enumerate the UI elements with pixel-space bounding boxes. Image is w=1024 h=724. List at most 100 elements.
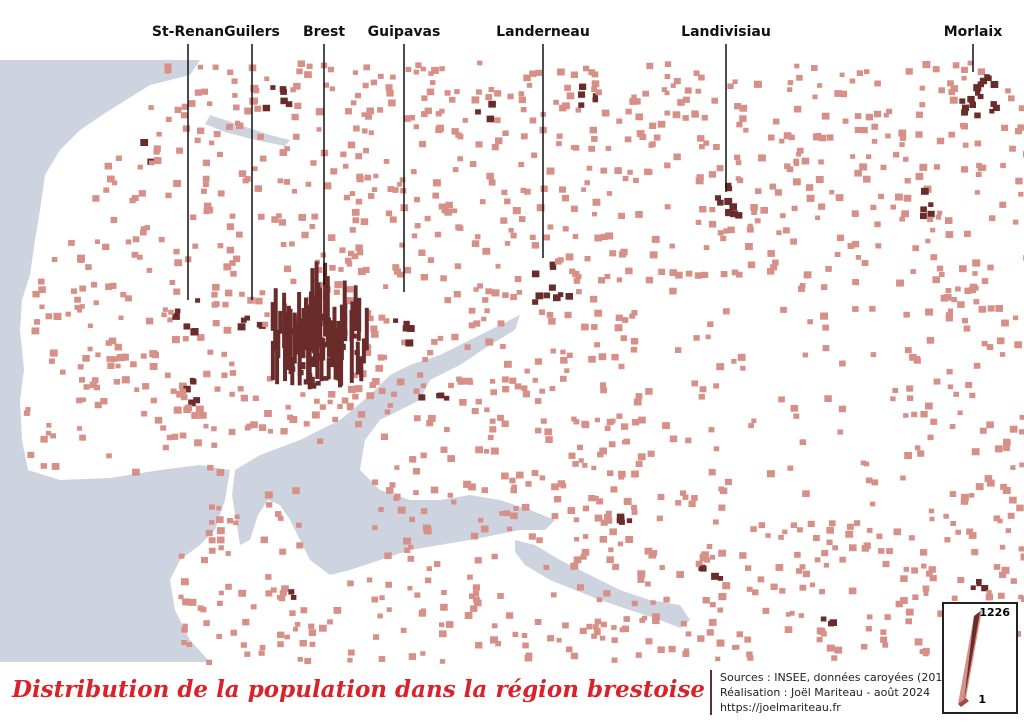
population-cell xyxy=(347,141,356,149)
population-cell xyxy=(40,435,48,443)
population-cell xyxy=(847,523,854,530)
population-cell xyxy=(751,209,758,215)
population-cell xyxy=(223,263,232,271)
population-cell xyxy=(475,398,482,405)
population-cell xyxy=(834,90,842,97)
population-cell xyxy=(964,230,971,237)
population-cell xyxy=(306,63,313,69)
population-cell xyxy=(713,446,720,452)
population-cell xyxy=(682,494,689,500)
population-cell xyxy=(624,136,632,143)
population-cell xyxy=(747,223,753,229)
sources-block: Sources : INSEE, données caroyées (2019)… xyxy=(710,670,954,715)
population-cell xyxy=(892,387,899,394)
population-cell xyxy=(206,659,212,665)
population-cell xyxy=(475,446,483,454)
population-cell xyxy=(203,620,210,626)
population-cell xyxy=(597,451,604,458)
population-cell xyxy=(1019,462,1024,468)
population-cell xyxy=(922,650,929,657)
population-cell xyxy=(138,190,146,197)
population-cell xyxy=(482,297,489,303)
population-cell xyxy=(438,203,446,210)
population-cell xyxy=(658,268,666,275)
population-cell xyxy=(953,391,959,397)
population-cell xyxy=(928,508,935,514)
population-cell xyxy=(898,129,907,137)
population-cell xyxy=(821,549,829,557)
population-cell xyxy=(657,646,665,653)
population-cell xyxy=(784,163,791,170)
population-cell xyxy=(979,77,988,85)
population-cell xyxy=(986,479,995,487)
population-cell xyxy=(1008,95,1015,102)
population-cell xyxy=(216,536,225,544)
population-cell xyxy=(573,278,581,284)
population-cell xyxy=(173,288,181,295)
legend-min-value: 1 xyxy=(978,693,986,706)
population-cell xyxy=(904,452,913,460)
population-cell xyxy=(816,627,825,635)
population-cell xyxy=(975,91,981,96)
population-cell xyxy=(811,65,818,71)
population-spike xyxy=(350,301,355,337)
population-cell xyxy=(114,343,123,351)
population-cell xyxy=(911,567,919,574)
population-cell xyxy=(270,85,276,90)
population-cell xyxy=(903,311,910,318)
population-cell xyxy=(822,345,830,352)
population-cell xyxy=(999,571,1007,579)
population-cell xyxy=(826,526,834,534)
population-cell xyxy=(284,634,290,640)
population-spike xyxy=(323,262,328,337)
population-spike xyxy=(297,318,302,386)
population-cell xyxy=(202,181,209,188)
population-cell xyxy=(230,629,237,636)
population-cell xyxy=(536,537,543,544)
population-cell xyxy=(854,113,862,119)
population-cell xyxy=(560,375,567,382)
population-cell xyxy=(604,425,611,431)
population-cell xyxy=(753,80,762,88)
population-cell xyxy=(1010,578,1017,584)
population-cell xyxy=(711,97,718,104)
population-cell xyxy=(417,372,424,378)
population-cell xyxy=(708,469,716,476)
population-cell xyxy=(407,586,413,591)
population-cell xyxy=(315,380,321,386)
population-cell xyxy=(680,490,686,496)
population-cell xyxy=(798,613,804,618)
population-cell xyxy=(315,267,323,273)
population-cell xyxy=(735,160,742,166)
website-link[interactable]: https://joelmariteau.fr xyxy=(720,701,841,714)
population-cell xyxy=(641,615,648,621)
population-cell xyxy=(68,239,75,246)
population-cell xyxy=(560,349,566,355)
population-cell xyxy=(653,134,661,141)
population-cell xyxy=(174,259,183,267)
population-cell xyxy=(863,461,870,467)
population-cell xyxy=(131,251,139,258)
population-cell xyxy=(635,211,643,218)
population-cell xyxy=(801,157,810,165)
population-cell xyxy=(409,516,415,522)
population-cell xyxy=(1000,352,1006,357)
population-cell xyxy=(327,234,336,241)
population-cell xyxy=(534,358,542,365)
population-cell xyxy=(221,372,228,378)
population-cell xyxy=(371,479,379,485)
population-cell xyxy=(271,216,279,223)
population-cell xyxy=(173,248,180,255)
population-cell xyxy=(675,347,682,353)
population-cell xyxy=(352,393,359,400)
population-cell xyxy=(178,553,185,559)
population-cell xyxy=(531,469,539,476)
population-cell xyxy=(434,231,442,238)
population-cell xyxy=(514,276,522,283)
population-cell xyxy=(780,306,787,313)
population-cell xyxy=(82,355,90,362)
population-cell xyxy=(257,133,264,140)
population-cell xyxy=(201,88,209,95)
population-cell xyxy=(596,597,603,603)
